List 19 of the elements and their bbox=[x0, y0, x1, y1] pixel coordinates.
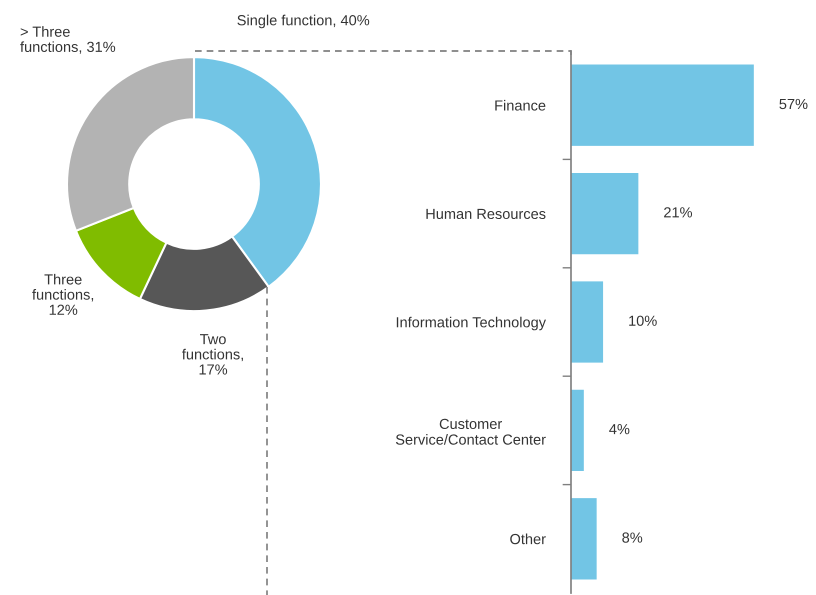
data-label: 21% bbox=[664, 207, 692, 218]
slice-label: Three functions, 12% bbox=[32, 274, 94, 315]
slice-label: Two functions, 17% bbox=[182, 334, 243, 375]
y-tick-label: Customer Service/Contact Center bbox=[396, 418, 546, 445]
bar bbox=[571, 64, 754, 146]
slice-label: > Three functions, 31% bbox=[20, 26, 116, 54]
data-label: 10% bbox=[629, 316, 657, 326]
data-label: 8% bbox=[622, 532, 642, 543]
bar bbox=[571, 498, 597, 580]
y-tick-label: Other bbox=[510, 534, 546, 544]
data-label: 4% bbox=[609, 424, 630, 434]
bar bbox=[571, 172, 638, 254]
y-tick-label: Human Resources bbox=[426, 208, 546, 220]
y-tick-label: Information Technology bbox=[396, 316, 546, 330]
slice-label: Single function, 40% bbox=[237, 14, 370, 28]
data-label: 57% bbox=[779, 98, 808, 110]
y-tick-label: Finance bbox=[495, 100, 546, 111]
bar bbox=[571, 390, 584, 472]
bar bbox=[571, 281, 604, 363]
